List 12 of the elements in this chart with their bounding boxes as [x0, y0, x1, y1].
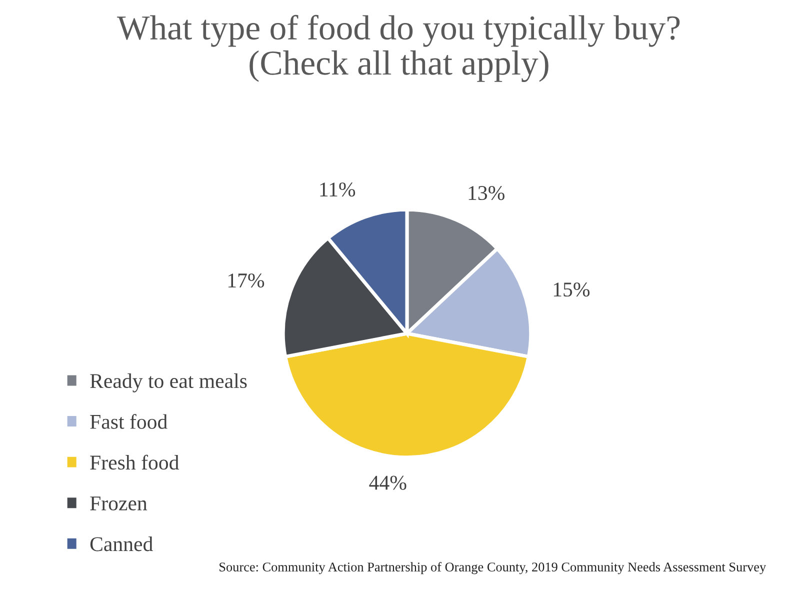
source-note: Source: Community Action Partnership of Orange County, 2019 Community Needs Assessment Survey	[220, 562, 766, 574]
data-label: 13%	[468, 186, 504, 200]
data-label: 15%	[554, 282, 590, 297]
data-label: 44%	[369, 476, 406, 490]
legend-label: Fresh food	[90, 454, 179, 470]
legend-label: Frozen	[90, 496, 148, 510]
legend-label: Fast food	[90, 414, 168, 429]
legend-label: Canned	[90, 536, 153, 552]
data-label: 11%	[320, 182, 356, 197]
chart-title: What type of food do you typically buy? (Check all that apply)	[116, 14, 680, 82]
legend-label: Ready to eat meals	[90, 373, 247, 392]
data-label: 17%	[228, 273, 264, 288]
